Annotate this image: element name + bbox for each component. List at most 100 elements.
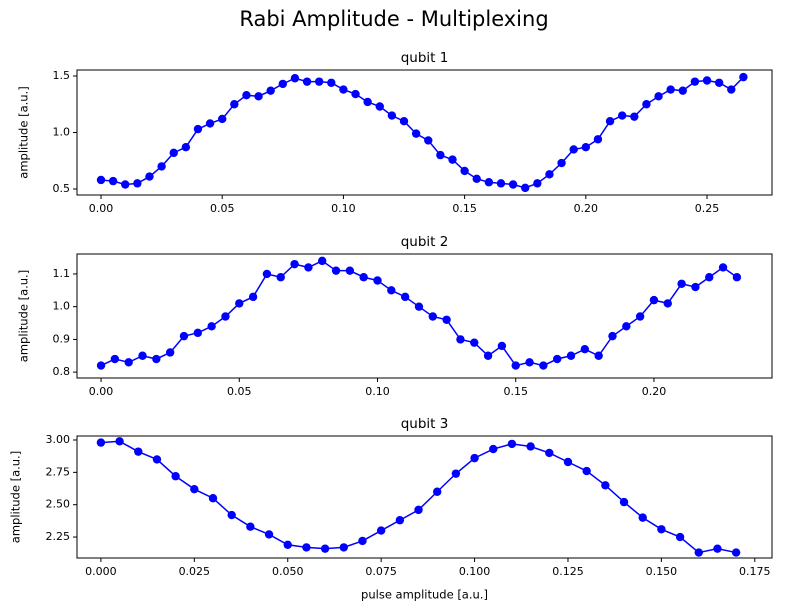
data-point bbox=[433, 487, 442, 496]
y-tick-label: 1.0 bbox=[53, 126, 71, 139]
data-point bbox=[539, 361, 548, 370]
data-point bbox=[208, 494, 218, 503]
data-point bbox=[304, 263, 313, 272]
data-point bbox=[630, 112, 639, 121]
data-point bbox=[619, 497, 629, 507]
data-point bbox=[582, 466, 591, 476]
data-point bbox=[483, 351, 493, 360]
data-point bbox=[400, 292, 410, 302]
data-point bbox=[489, 444, 498, 454]
data-point bbox=[190, 484, 199, 494]
data-point bbox=[205, 119, 215, 128]
x-tick-label: 0.075 bbox=[365, 565, 397, 578]
data-point bbox=[262, 269, 272, 279]
data-point bbox=[169, 148, 178, 158]
data-point bbox=[345, 266, 355, 275]
data-point bbox=[472, 174, 481, 184]
data-point bbox=[152, 455, 162, 464]
y-tick-label: 2.25 bbox=[46, 530, 71, 543]
data-point bbox=[557, 158, 566, 168]
data-point bbox=[424, 136, 433, 145]
data-point bbox=[96, 175, 106, 185]
x-tick-label: 0.00 bbox=[89, 385, 114, 398]
data-point bbox=[470, 338, 479, 347]
x-tick-label: 0.150 bbox=[646, 565, 678, 578]
data-point bbox=[157, 162, 166, 171]
x-tick-label: 0.15 bbox=[452, 202, 477, 215]
data-point bbox=[691, 282, 700, 292]
data-point bbox=[649, 295, 659, 305]
data-point bbox=[318, 256, 327, 266]
data-point bbox=[608, 331, 617, 341]
data-point bbox=[456, 335, 465, 344]
data-point bbox=[152, 354, 161, 364]
data-point bbox=[694, 548, 703, 557]
x-tick-label: 0.050 bbox=[272, 565, 304, 578]
data-point bbox=[702, 76, 712, 85]
data-point bbox=[230, 100, 239, 109]
y-tick-label: 1.5 bbox=[53, 69, 71, 82]
x-tick-label: 0.175 bbox=[739, 565, 771, 578]
data-point bbox=[242, 91, 251, 100]
data-point bbox=[387, 111, 397, 120]
data-point bbox=[221, 312, 230, 321]
data-point bbox=[497, 341, 507, 351]
data-point bbox=[375, 102, 384, 111]
data-point bbox=[622, 322, 631, 331]
data-point bbox=[593, 135, 603, 144]
y-axis-label: amplitude [a.u.] bbox=[17, 86, 31, 178]
y-axis-label: amplitude [a.u.] bbox=[17, 270, 31, 362]
data-point bbox=[373, 276, 382, 285]
data-point bbox=[638, 513, 647, 522]
x-tick-label: 0.125 bbox=[552, 565, 584, 578]
data-point bbox=[666, 85, 675, 94]
data-point bbox=[193, 328, 203, 338]
y-tick-label: 0.9 bbox=[53, 332, 71, 345]
data-point bbox=[266, 86, 275, 95]
data-point bbox=[428, 312, 437, 321]
y-tick-label: 0.5 bbox=[53, 182, 71, 195]
data-point bbox=[133, 179, 142, 188]
data-point bbox=[705, 273, 714, 282]
data-point bbox=[376, 526, 386, 535]
data-point bbox=[246, 522, 255, 531]
data-point bbox=[339, 543, 348, 552]
y-tick-label: 1.1 bbox=[53, 267, 71, 280]
axes-frame bbox=[76, 253, 773, 379]
data-point bbox=[675, 532, 685, 542]
data-point bbox=[302, 77, 312, 86]
data-point bbox=[714, 78, 724, 87]
data-point bbox=[605, 116, 615, 126]
data-point bbox=[411, 129, 421, 138]
data-point bbox=[96, 361, 106, 370]
data-point bbox=[145, 172, 154, 181]
data-point bbox=[363, 97, 372, 107]
x-tick-label: 0.05 bbox=[227, 385, 252, 398]
data-point bbox=[451, 469, 461, 478]
data-point bbox=[507, 439, 517, 449]
data-point bbox=[414, 302, 424, 311]
data-point bbox=[545, 448, 554, 458]
data-point bbox=[264, 530, 274, 539]
data-point bbox=[470, 453, 479, 463]
data-point bbox=[387, 286, 396, 295]
data-point bbox=[525, 358, 534, 367]
data-point bbox=[718, 263, 728, 272]
data-point bbox=[617, 111, 627, 120]
data-point bbox=[358, 536, 367, 546]
data-point bbox=[414, 505, 423, 515]
data-point bbox=[569, 145, 578, 154]
data-point bbox=[331, 266, 341, 275]
data-point bbox=[663, 299, 672, 308]
x-tick-label: 0.20 bbox=[642, 385, 667, 398]
data-point bbox=[484, 178, 494, 187]
data-point bbox=[552, 354, 562, 364]
data-point bbox=[235, 299, 244, 308]
data-point bbox=[108, 176, 118, 186]
x-tick-label: 0.25 bbox=[695, 202, 720, 215]
data-point bbox=[581, 142, 591, 152]
data-point bbox=[124, 358, 133, 367]
data-point bbox=[327, 78, 336, 87]
data-point bbox=[359, 273, 368, 282]
